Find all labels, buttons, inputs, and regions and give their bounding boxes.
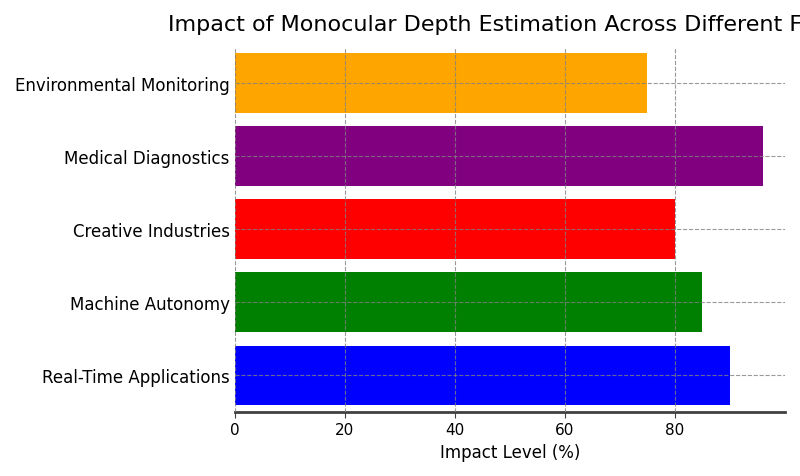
X-axis label: Impact Level (%): Impact Level (%) — [440, 443, 580, 461]
Bar — [234, 54, 647, 114]
Bar — [234, 200, 675, 260]
Bar — [234, 346, 730, 406]
Bar — [234, 273, 702, 333]
Bar — [234, 127, 763, 187]
Title: Impact of Monocular Depth Estimation Across Different Fields: Impact of Monocular Depth Estimation Acr… — [168, 15, 800, 35]
